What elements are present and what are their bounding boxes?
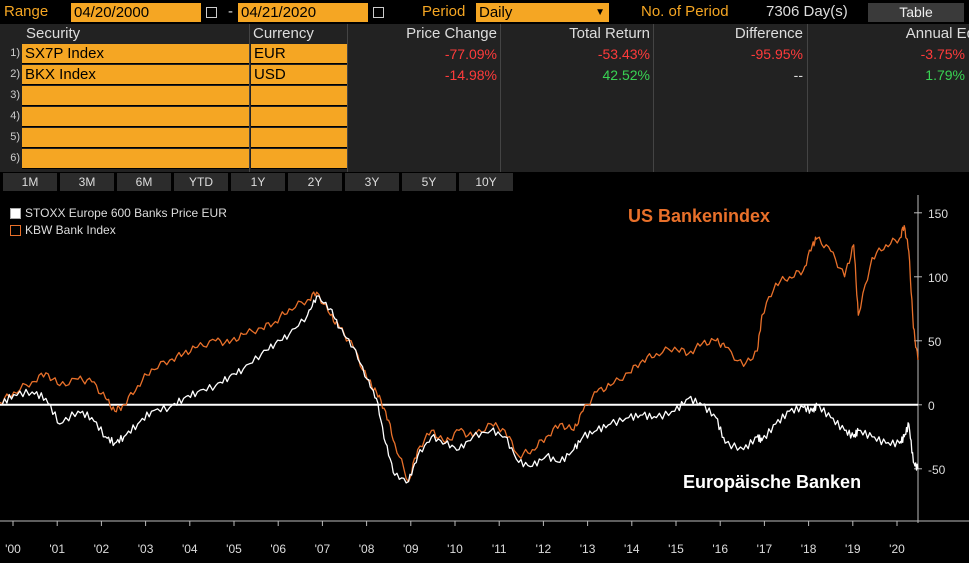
end-date-input[interactable]: 04/21/2020 [238, 3, 368, 22]
x-tick-label: '20 [889, 542, 905, 556]
annotation-eu: Europäische Banken [683, 472, 862, 492]
header-difference[interactable]: Difference [734, 25, 803, 42]
currency-cell[interactable] [251, 149, 347, 169]
currency-cell[interactable]: EUR [251, 44, 347, 64]
y-tick-label: 50 [928, 335, 942, 349]
x-tick-label: '05 [226, 542, 242, 556]
period-button-3y[interactable]: 3Y [345, 173, 399, 191]
period-select-value: Daily [479, 4, 513, 21]
x-tick-label: '09 [403, 542, 419, 556]
period-label: Period [422, 3, 466, 20]
total-return-value: 42.52% [602, 67, 650, 83]
difference-value: -- [793, 67, 803, 83]
security-cell[interactable] [22, 149, 249, 169]
series-line-kbw [0, 224, 919, 483]
period-button-10y[interactable]: 10Y [459, 173, 513, 191]
row-number: 3) [10, 89, 20, 101]
row-number: 1) [10, 47, 20, 59]
header-currency[interactable]: Currency [253, 25, 314, 42]
start-date-input[interactable]: 04/20/2000 [71, 3, 201, 22]
date-separator: - [228, 3, 233, 20]
legend-item-stoxx[interactable]: STOXX Europe 600 Banks Price EUR [10, 206, 227, 220]
x-tick-label: '11 [492, 542, 507, 556]
x-tick-label: '13 [580, 542, 596, 556]
header-annual-eq[interactable]: Annual Eq [905, 25, 969, 42]
row-number: 5) [10, 131, 20, 143]
security-cell[interactable]: BKX Index [22, 65, 249, 85]
period-button-2y[interactable]: 2Y [288, 173, 342, 191]
annual-eq-value: 1.79% [925, 67, 965, 83]
price-change-value: -77.09% [444, 46, 497, 62]
period-button-5y[interactable]: 5Y [402, 173, 456, 191]
y-tick-label: 150 [928, 207, 948, 221]
x-tick-label: '06 [270, 542, 286, 556]
table-button[interactable]: Table [868, 3, 964, 22]
legend-label-kbw: KBW Bank Index [25, 223, 116, 237]
difference-value: -95.95% [750, 46, 803, 62]
legend-swatch-orange [10, 225, 21, 237]
y-tick-label: 0 [928, 399, 935, 413]
security-cell[interactable] [22, 128, 249, 148]
series-line-stoxx [0, 295, 919, 484]
period-button-3m[interactable]: 3M [60, 173, 114, 191]
period-button-1y[interactable]: 1Y [231, 173, 285, 191]
x-tick-label: '14 [624, 542, 640, 556]
x-tick-label: '18 [801, 542, 817, 556]
x-tick-label: '08 [359, 542, 375, 556]
x-tick-label: '10 [447, 542, 463, 556]
x-tick-label: '00 [5, 542, 21, 556]
num-period-label: No. of Period [641, 3, 729, 20]
legend-item-kbw[interactable]: KBW Bank Index [10, 223, 116, 237]
annual-eq-value: -3.75% [920, 46, 965, 62]
period-button-6m[interactable]: 6M [117, 173, 171, 191]
row-number: 6) [10, 152, 20, 164]
currency-cell[interactable] [251, 107, 347, 127]
period-select[interactable]: Daily ▼ [476, 3, 609, 22]
x-tick-label: '19 [845, 542, 861, 556]
x-tick-label: '04 [182, 542, 198, 556]
currency-cell[interactable] [251, 128, 347, 148]
x-tick-label: '15 [668, 542, 684, 556]
period-button-ytd[interactable]: YTD [174, 173, 228, 191]
range-label: Range [4, 3, 49, 20]
x-tick-label: '03 [138, 542, 154, 556]
x-tick-label: '16 [712, 542, 728, 556]
security-cell[interactable] [22, 86, 249, 106]
y-tick-label: -50 [928, 463, 946, 477]
x-tick-label: '17 [757, 542, 773, 556]
currency-cell[interactable] [251, 86, 347, 106]
price-change-value: -14.98% [444, 67, 497, 83]
header-security[interactable]: Security [26, 25, 81, 42]
total-return-value: -53.43% [597, 46, 650, 62]
annotation-us: US Bankenindex [628, 206, 771, 226]
chevron-down-icon: ▼ [595, 7, 605, 18]
end-calendar-icon[interactable] [373, 7, 384, 18]
legend-swatch-white [10, 208, 21, 220]
x-tick-label: '02 [94, 542, 110, 556]
x-tick-label: '01 [49, 542, 65, 556]
header-total-return[interactable]: Total Return [569, 25, 650, 42]
x-tick-label: '12 [536, 542, 552, 556]
row-number: 4) [10, 110, 20, 122]
security-cell[interactable]: SX7P Index [22, 44, 249, 64]
start-calendar-icon[interactable] [206, 7, 217, 18]
currency-cell[interactable]: USD [251, 65, 347, 85]
price-chart[interactable]: 150 100 50 0 -50 '00 '01 '02 '03 '04 '05 '06 '07 '08 '… [0, 195, 969, 563]
legend-label-stoxx: STOXX Europe 600 Banks Price EUR [25, 206, 227, 220]
num-period-value: 7306 Day(s) [766, 3, 848, 20]
x-tick-label: '07 [315, 542, 331, 556]
row-number: 2) [10, 68, 20, 80]
period-button-1m[interactable]: 1M [3, 173, 57, 191]
security-cell[interactable] [22, 107, 249, 127]
y-tick-label: 100 [928, 271, 948, 285]
header-price-change[interactable]: Price Change [406, 25, 497, 42]
